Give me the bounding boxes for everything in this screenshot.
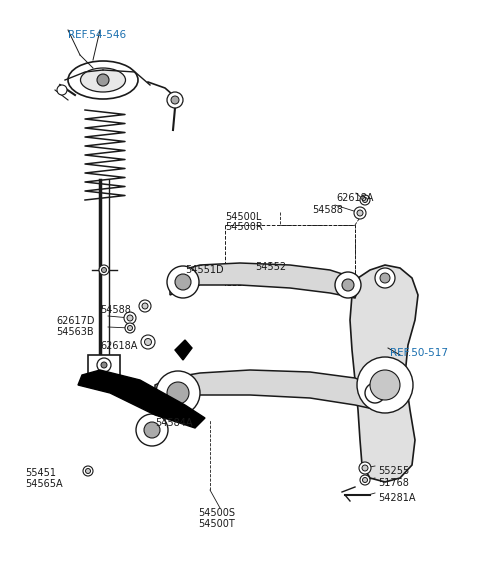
Circle shape	[365, 383, 385, 403]
Polygon shape	[170, 263, 358, 298]
Circle shape	[357, 357, 413, 413]
Circle shape	[156, 371, 200, 415]
Circle shape	[124, 312, 136, 324]
Circle shape	[360, 475, 370, 485]
Circle shape	[175, 274, 191, 290]
Polygon shape	[350, 265, 418, 482]
Text: 54563B: 54563B	[56, 327, 94, 337]
Circle shape	[359, 462, 371, 474]
Circle shape	[335, 272, 361, 298]
Circle shape	[136, 414, 168, 446]
Text: 54500L: 54500L	[225, 212, 262, 222]
Text: 54551D: 54551D	[185, 265, 224, 275]
Circle shape	[83, 466, 93, 476]
Circle shape	[139, 300, 151, 312]
Circle shape	[144, 422, 160, 438]
Circle shape	[167, 92, 183, 108]
Circle shape	[99, 265, 109, 275]
Text: 62617D: 62617D	[56, 316, 95, 326]
Text: 55255: 55255	[378, 466, 409, 476]
Circle shape	[342, 279, 354, 291]
FancyBboxPatch shape	[225, 225, 355, 285]
Circle shape	[101, 267, 107, 272]
Text: 54588: 54588	[312, 205, 343, 215]
Ellipse shape	[68, 61, 138, 99]
Text: 51768: 51768	[378, 478, 409, 488]
Circle shape	[128, 325, 132, 331]
Text: REF.54-546: REF.54-546	[68, 30, 126, 40]
Text: 54281A: 54281A	[378, 493, 416, 503]
Text: 54565A: 54565A	[25, 479, 62, 489]
Text: 54500S: 54500S	[198, 508, 235, 518]
Circle shape	[101, 362, 107, 368]
Circle shape	[357, 210, 363, 216]
Circle shape	[167, 266, 199, 298]
Polygon shape	[78, 370, 205, 428]
Text: 55451: 55451	[25, 468, 56, 478]
Ellipse shape	[81, 68, 125, 92]
Circle shape	[362, 465, 368, 471]
Text: 54500T: 54500T	[198, 519, 235, 529]
Circle shape	[171, 96, 179, 104]
Circle shape	[142, 303, 148, 309]
Text: 62618A: 62618A	[336, 193, 373, 203]
Circle shape	[362, 477, 368, 482]
Text: 54500R: 54500R	[225, 222, 263, 232]
Polygon shape	[155, 370, 380, 410]
Circle shape	[97, 74, 109, 86]
Circle shape	[354, 207, 366, 219]
Circle shape	[141, 335, 155, 349]
Text: 54584A: 54584A	[155, 418, 192, 428]
Circle shape	[144, 339, 152, 345]
Circle shape	[127, 315, 133, 321]
Circle shape	[97, 358, 111, 372]
Circle shape	[125, 323, 135, 333]
Polygon shape	[175, 340, 192, 360]
Text: REF.50-517: REF.50-517	[390, 348, 448, 358]
Circle shape	[375, 268, 395, 288]
Circle shape	[362, 198, 368, 203]
Circle shape	[85, 468, 91, 473]
Text: 54588: 54588	[100, 305, 131, 315]
Polygon shape	[88, 355, 120, 375]
Circle shape	[370, 370, 400, 400]
Text: 54552: 54552	[255, 262, 286, 272]
Circle shape	[380, 273, 390, 283]
Circle shape	[167, 382, 189, 404]
Circle shape	[360, 195, 370, 205]
Text: 62618A: 62618A	[100, 341, 137, 351]
Circle shape	[57, 85, 67, 95]
